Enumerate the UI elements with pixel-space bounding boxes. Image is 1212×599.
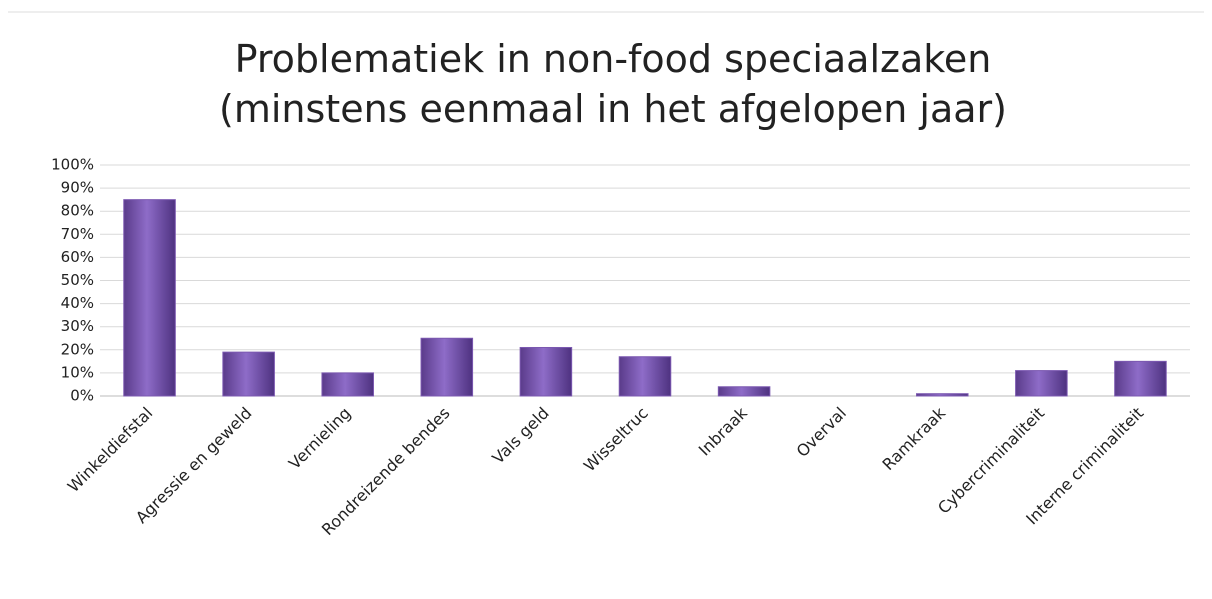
- y-tick-label: 90%: [61, 179, 94, 197]
- bar: [420, 337, 474, 397]
- x-tick-label: Inbraak: [695, 403, 752, 460]
- x-tick-label: Winkeldiefstal: [64, 403, 157, 496]
- bar: [916, 393, 969, 397]
- y-tick-label: 10%: [61, 363, 94, 381]
- bar: [1015, 370, 1068, 397]
- y-tick-label: 100%: [51, 156, 94, 174]
- bar: [321, 372, 374, 397]
- bar: [123, 199, 176, 397]
- x-tick-label: Cybercriminaliteit: [934, 403, 1048, 517]
- x-tick-label: Overval: [793, 403, 850, 460]
- chart-subtitle: (minstens eenmaal in het afgelopen jaar): [219, 87, 1007, 131]
- x-tick-label: Ramkraak: [878, 403, 949, 474]
- x-tick-label: Vals geld: [488, 403, 552, 467]
- y-tick-label: 40%: [61, 294, 94, 312]
- x-tick-label: Vernieling: [285, 403, 355, 473]
- chart-title: Problematiek in non-food speciaalzaken: [235, 37, 992, 81]
- bar: [1114, 360, 1167, 397]
- x-tick-label: Wisseltruc: [580, 403, 652, 475]
- y-tick-label: 60%: [61, 248, 94, 266]
- bar: [519, 346, 573, 397]
- y-tick-label: 80%: [61, 202, 94, 220]
- bar: [717, 386, 771, 397]
- y-tick-label: 50%: [61, 271, 94, 289]
- y-tick-label: 0%: [70, 387, 94, 405]
- y-tick-label: 20%: [61, 340, 94, 358]
- bar: [618, 356, 672, 397]
- bar: [222, 351, 275, 397]
- y-tick-label: 30%: [61, 317, 94, 335]
- y-tick-label: 70%: [61, 225, 94, 243]
